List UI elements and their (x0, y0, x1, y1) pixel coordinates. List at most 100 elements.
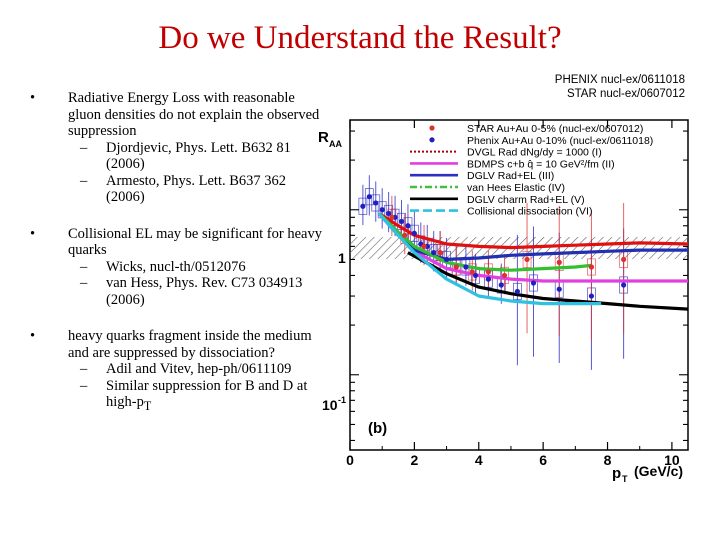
data-point (621, 282, 627, 288)
dash-marker: – (80, 172, 88, 189)
sub-bullet: – Wicks, nucl-th/0512076 (72, 259, 328, 276)
data-point (443, 256, 450, 263)
data-point (463, 264, 469, 270)
x-axis-label-sub: T (622, 474, 628, 484)
star-ref: STAR nucl-ex/0607012 (566, 88, 685, 100)
sub-bullet: – Djordjevic, Phys. Lett. B632 81 (2006) (72, 140, 328, 173)
sub-bullet-text: Wicks, nucl-th/0512076 (106, 258, 246, 275)
data-point (386, 210, 392, 217)
legend-label: STAR Au+Au 0-5% (nucl-ex/0607012) (467, 123, 643, 135)
data-point (360, 203, 366, 209)
bullet-text: Collisional EL may be significant for he… (68, 225, 322, 259)
data-point (411, 230, 417, 236)
sub-bullet-text: Armesto, Phys. Lett. B637 362 (2006) (106, 172, 287, 206)
data-point (453, 264, 459, 270)
data-point (530, 280, 537, 286)
sub-bullet: – Adil and Vitev, hep-ph/0611109 (72, 361, 328, 378)
bullet-text: heavy quarks fragment inside the medium … (68, 328, 312, 361)
model-curve (378, 212, 689, 250)
sub-bullet-text: Djordjevic, Phys. Lett. B632 81 (2006) (106, 139, 291, 173)
plot-frame (349, 119, 689, 451)
x-tick-label: 0 (346, 452, 354, 468)
sys-error-box (522, 250, 532, 268)
data-point (469, 269, 475, 275)
sys-error-box (403, 217, 413, 235)
y-axis-label: R (318, 129, 329, 146)
legend-marker (429, 137, 435, 143)
model-curve (377, 212, 602, 306)
x-axis-label: p (612, 465, 621, 482)
phenix-ref: PHENIX nucl-ex/0611018 (554, 74, 685, 86)
legend-label: Phenix Au+Au 0-10% (nucl-ex/0611018) (467, 135, 653, 147)
sys-error-box (500, 266, 509, 284)
data-point (485, 269, 492, 275)
data-point (485, 276, 492, 282)
bullet-item: • Radiative Energy Loss with reasonable … (28, 90, 328, 206)
legend-marker (429, 125, 435, 131)
data-point (501, 272, 508, 279)
data-point (366, 194, 372, 200)
reference-box: PHENIX nucl-ex/0611018 STAR nucl-ex/0607… (520, 73, 685, 101)
bullet-text: Radiative Energy Loss with reasonable gl… (68, 90, 320, 139)
data-point (437, 250, 443, 256)
sub-bullet: – Armesto, Phys. Lett. B637 362 (2006) (72, 173, 328, 206)
legend-label: Collisional dissociation (VI) (467, 206, 592, 218)
panel-label: (b) (368, 420, 387, 437)
bullet-item: • heavy quarks fragment inside the mediu… (28, 328, 328, 414)
legend-label: van Hees Elastic (IV) (467, 182, 565, 194)
pt-subscript: T (143, 398, 152, 413)
sub-bullet-text: Similar suppression for B and D at high-… (106, 377, 308, 411)
x-tick-label: 8 (604, 452, 612, 468)
data-point (556, 286, 562, 292)
y-axis-label-sub: AA (329, 139, 342, 149)
sub-bullet: – Similar suppression for B and D at high… (72, 378, 328, 415)
sys-error-box (358, 197, 368, 215)
data-point (588, 264, 595, 270)
sys-error-box (512, 282, 522, 300)
data-point (472, 272, 479, 279)
data-point (398, 218, 405, 225)
data-point (498, 282, 504, 288)
data-point (431, 250, 437, 256)
dash-marker: – (80, 139, 88, 156)
data-point (514, 288, 520, 295)
bullet-marker: • (30, 328, 36, 344)
sub-bullet: – van Hess, Phys. Rev. C73 034913 (2006) (72, 275, 328, 308)
legend-label: BDMPS c+b q̂ = 10 GeV²/fm (II) (467, 158, 615, 170)
x-axis-unit: (GeV/c) (634, 463, 683, 479)
bullet-list: • Radiative Energy Loss with reasonable … (28, 90, 328, 434)
legend-label: DGLV Rad+EL (III) (467, 170, 554, 182)
data-point (402, 232, 408, 238)
dash-marker: – (80, 275, 88, 291)
data-point (389, 214, 395, 220)
sys-error-box (364, 188, 374, 206)
data-point (379, 207, 385, 213)
data-point (524, 256, 530, 263)
x-tick-label: 10 (664, 452, 680, 468)
data-point (405, 223, 411, 229)
dash-marker: – (80, 258, 88, 275)
sub-bullet-text: van Hess, Phys. Rev. C73 034913 (2006) (106, 275, 303, 308)
legend-label: DGLV charm Rad+EL (V) (467, 194, 585, 206)
slide-title: Do we Understand the Result? (158, 20, 562, 56)
y-tick-0.1-exponent: -1 (338, 395, 346, 405)
data-point (621, 256, 627, 263)
x-tick-label: 6 (539, 452, 547, 468)
y-tick-1: 1 (338, 250, 346, 266)
data-point (373, 200, 379, 206)
sys-error-box (371, 194, 381, 212)
x-tick-label: 4 (475, 452, 483, 468)
bullet-item: • Collisional EL may be significant for … (28, 226, 328, 309)
bullet-marker: • (30, 90, 36, 106)
data-point (421, 243, 427, 249)
sys-error-box (529, 274, 538, 292)
dash-marker: – (80, 361, 88, 377)
sub-bullet-text: Adil and Vitev, hep-ph/0611109 (106, 361, 292, 377)
legend-label: DVGL Rad dNg/dy = 1000 (I) (467, 147, 602, 159)
data-point (588, 293, 595, 299)
x-tick-label: 2 (410, 452, 418, 468)
data-point (556, 259, 562, 265)
y-tick-0.1: 10 (322, 397, 338, 413)
model-curve (407, 251, 689, 311)
